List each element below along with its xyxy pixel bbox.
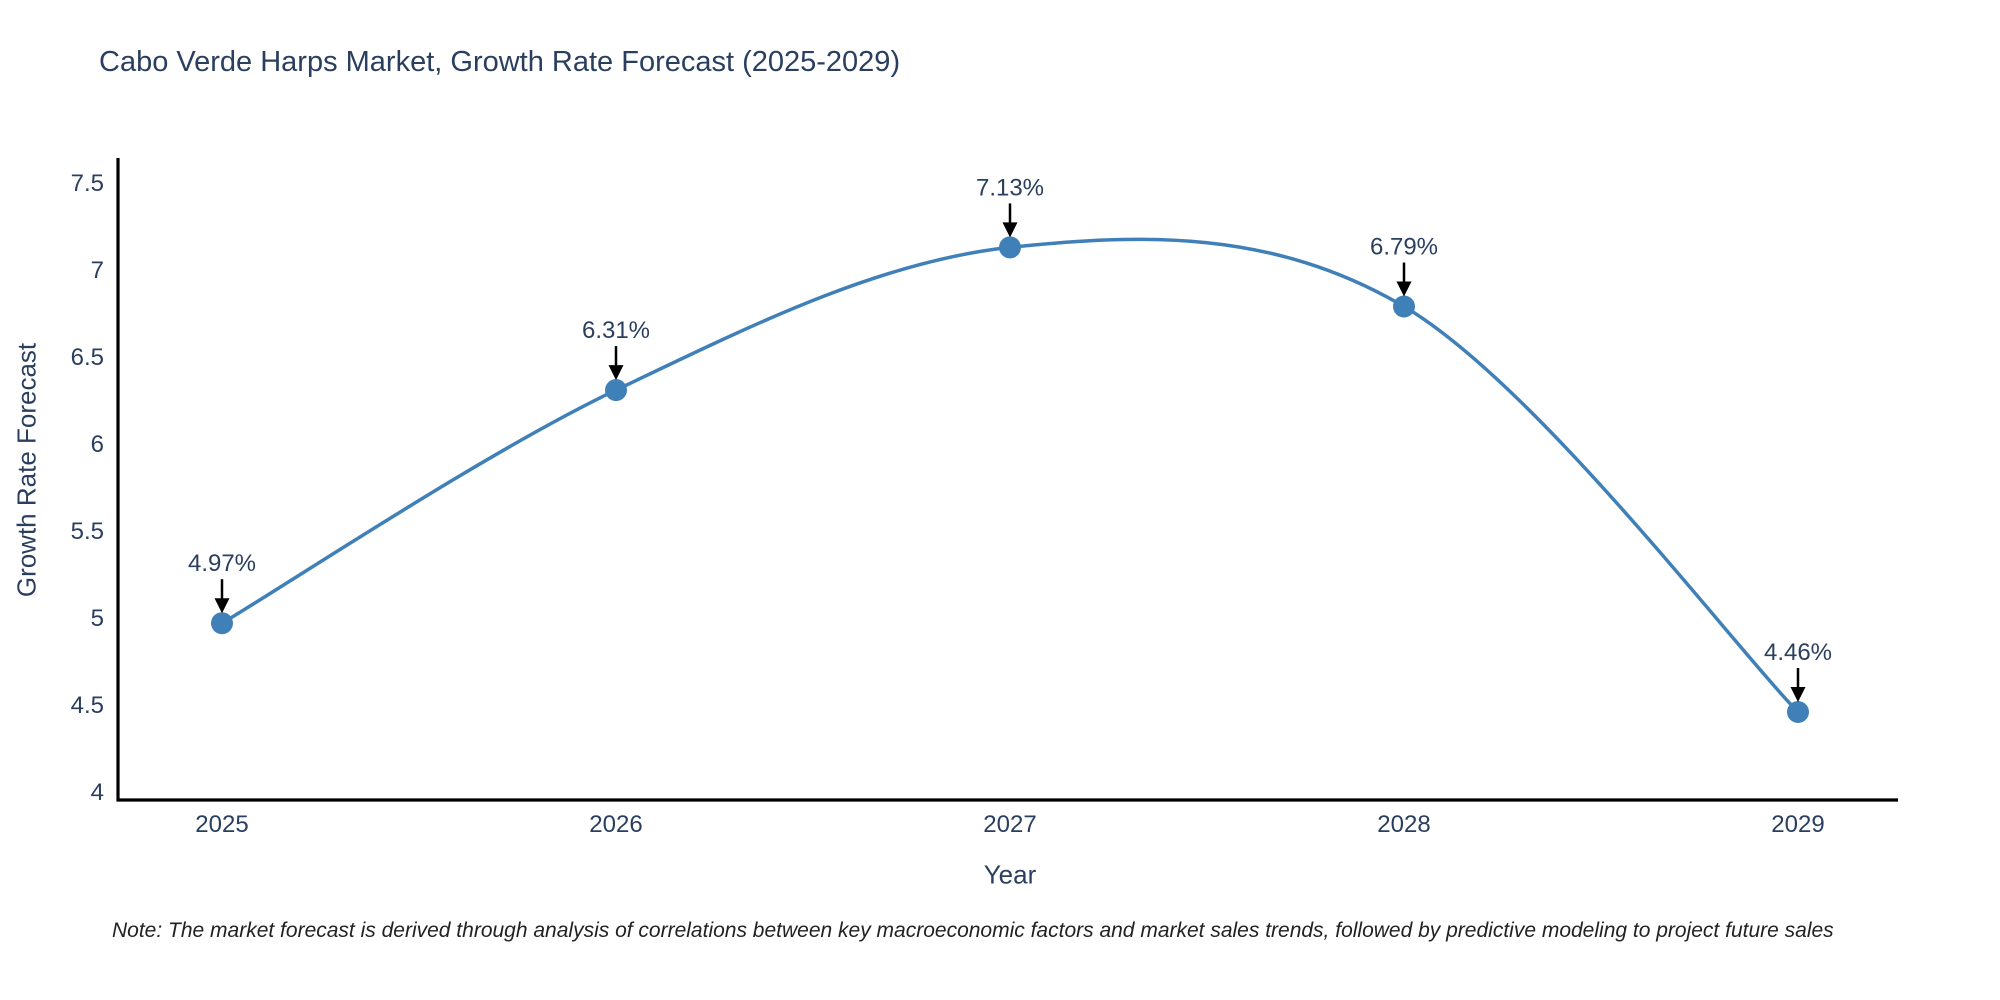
x-tick-label: 2026 <box>589 811 642 838</box>
annotation-arrowhead <box>214 598 230 614</box>
y-tick-label: 7.5 <box>71 170 104 197</box>
forecast-line <box>220 237 1800 714</box>
annotation-arrowhead <box>1790 687 1806 702</box>
footnote: Note: The market forecast is derived thr… <box>112 919 1834 942</box>
y-tick-label: 6 <box>91 431 104 458</box>
x-tick-label: 2027 <box>983 811 1036 838</box>
y-tick-labels: 4 4.5 5 5.5 6 6.5 7 7.5 <box>71 170 104 806</box>
annotation-label: 4.97% <box>188 550 256 577</box>
x-tick-labels: 2025 2026 2027 2028 2029 <box>195 811 1824 838</box>
chart-title: Cabo Verde Harps Market, Growth Rate For… <box>99 46 901 78</box>
data-point-markers <box>211 236 1809 723</box>
annotation-label: 4.46% <box>1764 639 1832 666</box>
x-axis-title: Year <box>983 859 1037 890</box>
y-tick-label: 5 <box>91 605 104 632</box>
axis-lines <box>116 158 1898 802</box>
y-tick-label: 7 <box>91 257 104 284</box>
x-tick-label: 2028 <box>1377 811 1430 838</box>
data-point-marker <box>1787 701 1809 723</box>
annotation-arrowhead <box>1396 281 1412 297</box>
annotation-arrowhead <box>1002 222 1018 238</box>
annotation-label: 6.79% <box>1370 234 1438 261</box>
x-tick-label: 2025 <box>195 811 248 838</box>
annotation-label: 6.31% <box>582 317 650 344</box>
data-point-marker <box>605 379 627 402</box>
annotation-label: 7.13% <box>976 174 1044 201</box>
y-tick-label: 5.5 <box>71 518 104 545</box>
data-point-annotations: 4.97% 6.31% 7.13% 6.79% 4.46% <box>188 174 1832 702</box>
annotation-arrowhead <box>608 365 624 381</box>
y-tick-label: 4 <box>91 779 104 806</box>
data-point-marker <box>1393 295 1415 318</box>
data-point-marker <box>211 612 233 635</box>
y-tick-label: 6.5 <box>71 344 104 371</box>
y-tick-label: 4.5 <box>71 692 104 719</box>
forecast-line-path <box>220 237 1800 714</box>
x-tick-label: 2029 <box>1771 811 1824 838</box>
data-point-marker <box>999 236 1021 259</box>
